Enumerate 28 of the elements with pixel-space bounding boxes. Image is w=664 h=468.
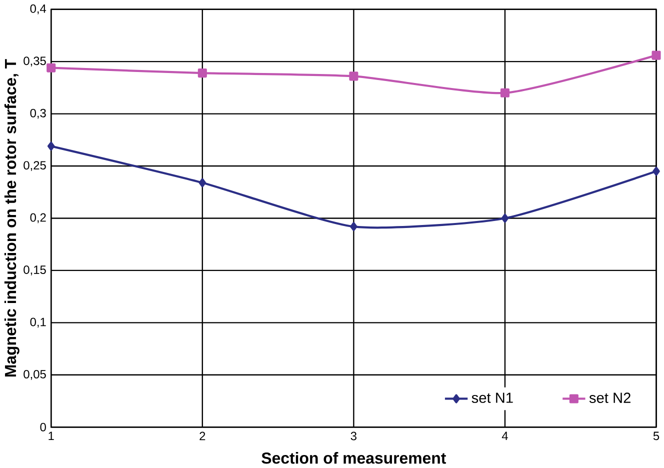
point: [47, 142, 55, 151]
point: [198, 68, 207, 78]
y-tick-label: 0,05: [24, 370, 46, 380]
x-tick-label: 1: [48, 432, 54, 440]
point: [46, 63, 56, 72]
y-tick-label: 0: [40, 422, 46, 432]
point: [500, 88, 510, 98]
point: [349, 72, 358, 81]
x-tick-label: 3: [350, 432, 356, 440]
y-tick-label: 0,3: [30, 108, 46, 119]
point: [198, 178, 206, 188]
x-tick-label: 4: [502, 432, 508, 440]
y-tick-label: 0,1: [30, 318, 46, 328]
point: [652, 50, 661, 60]
y-tick-label: 0,4: [30, 4, 46, 14]
y-tick-label: 0,25: [24, 160, 46, 171]
y-tick-label: 0,35: [24, 56, 46, 66]
y-axis-title: Magnetic induction on the rotor surface, T: [4, 59, 20, 376]
legend-label: set N1: [472, 392, 513, 403]
x-axis-title: Section of measurement: [262, 452, 446, 464]
point: [350, 222, 358, 232]
y-tick-label: 0,15: [24, 265, 46, 276]
point: [652, 166, 660, 176]
legend-label: set N2: [589, 392, 630, 403]
x-tick-label: 5: [653, 432, 660, 440]
y-tick-label: 0,2: [30, 213, 46, 224]
point: [501, 214, 509, 223]
x-tick-label: 2: [200, 432, 206, 440]
